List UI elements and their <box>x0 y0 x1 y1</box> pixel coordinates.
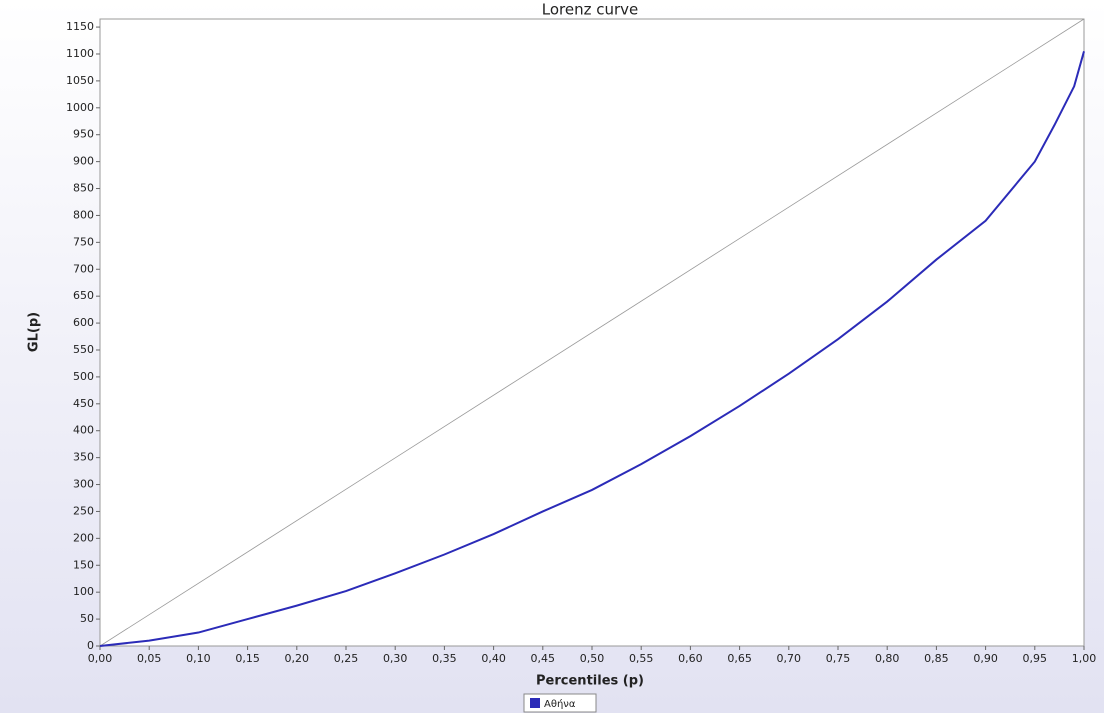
y-tick-label: 200 <box>73 531 94 544</box>
y-axis-label: GL(p) <box>27 312 42 352</box>
legend-box <box>523 693 597 713</box>
x-tick-label: 0,80 <box>875 652 900 665</box>
x-axis-label: Percentiles (p) <box>536 674 644 689</box>
chart-title: Lorenz curve <box>542 1 639 19</box>
x-tick-label: 0,50 <box>580 652 605 665</box>
y-tick-label: 1000 <box>66 101 94 114</box>
x-tick-label: 0,45 <box>531 652 556 665</box>
y-tick-label: 700 <box>73 262 94 275</box>
y-tick-label: 450 <box>73 397 94 410</box>
legend-swatch <box>530 698 540 708</box>
y-tick-label: 1050 <box>66 74 94 87</box>
y-tick-label: 1100 <box>66 47 94 60</box>
x-tick-label: 0,15 <box>235 652 260 665</box>
x-tick-label: 0,05 <box>137 652 162 665</box>
x-tick-label: 0,40 <box>481 652 506 665</box>
x-tick-label: 0,60 <box>678 652 703 665</box>
x-tick-label: 0,20 <box>285 652 310 665</box>
y-tick-label: 950 <box>73 128 94 141</box>
x-tick-label: 1,00 <box>1072 652 1097 665</box>
x-tick-label: 0,30 <box>383 652 408 665</box>
x-tick-label: 0,00 <box>88 652 113 665</box>
x-tick-label: 0,95 <box>1023 652 1048 665</box>
y-tick-label: 400 <box>73 424 94 437</box>
y-tick-label: 300 <box>73 478 94 491</box>
y-tick-label: 50 <box>80 612 94 625</box>
y-tick-label: 500 <box>73 370 94 383</box>
x-tick-label: 0,85 <box>924 652 949 665</box>
x-tick-label: 0,55 <box>629 652 654 665</box>
lorenz-line <box>99 51 1085 647</box>
y-tick-label: 850 <box>73 182 94 195</box>
y-tick-label: 1150 <box>66 20 94 33</box>
equality-line <box>99 18 1085 647</box>
x-tick-label: 0,75 <box>826 652 851 665</box>
x-tick-label: 0,90 <box>973 652 998 665</box>
y-tick-label: 250 <box>73 504 94 517</box>
y-tick-label: 800 <box>73 208 94 221</box>
y-tick-label: 600 <box>73 316 94 329</box>
y-tick-label: 150 <box>73 558 94 571</box>
x-tick-label: 0,35 <box>432 652 457 665</box>
y-tick-label: 350 <box>73 451 94 464</box>
y-tick-label: 100 <box>73 585 94 598</box>
y-tick-label: 900 <box>73 155 94 168</box>
x-tick-label: 0,70 <box>777 652 802 665</box>
y-tick-label: 650 <box>73 289 94 302</box>
y-tick-label: 550 <box>73 343 94 356</box>
y-tick-label: 0 <box>87 639 94 652</box>
legend-label: Αθήνα <box>544 698 576 710</box>
x-tick-label: 0,10 <box>186 652 211 665</box>
x-tick-label: 0,65 <box>727 652 752 665</box>
y-tick-label: 750 <box>73 235 94 248</box>
x-tick-label: 0,25 <box>334 652 359 665</box>
